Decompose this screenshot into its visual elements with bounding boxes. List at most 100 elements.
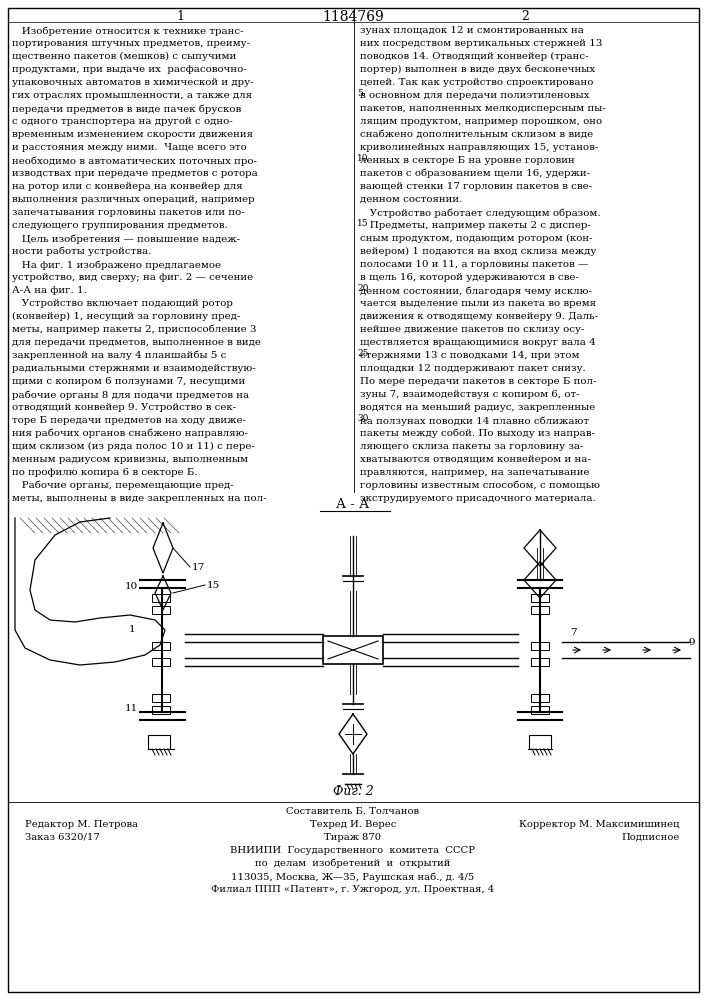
Bar	[152, 694, 170, 702]
Text: лящим продуктом, например порошком, оно: лящим продуктом, например порошком, оно	[360, 117, 602, 126]
Text: цепей. Так как устройство спроектировано: цепей. Так как устройство спроектировано	[360, 78, 593, 87]
Text: полосами 10 и 11, а горловины пакетов —: полосами 10 и 11, а горловины пакетов —	[360, 260, 588, 269]
Text: Составитель Б. Толчанов: Составитель Б. Толчанов	[286, 807, 419, 816]
Text: зуны 7, взаимодействуя с копиром 6, от-: зуны 7, взаимодействуя с копиром 6, от-	[360, 390, 580, 399]
Text: для передачи предметов, выполненное в виде: для передачи предметов, выполненное в ви…	[12, 338, 261, 347]
Text: снабжено дополнительным склизом в виде: снабжено дополнительным склизом в виде	[360, 130, 593, 139]
Text: ществляется вращающимися вокруг вала 4: ществляется вращающимися вокруг вала 4	[360, 338, 596, 347]
Text: (конвейер) 1, несущий за горловину пред-: (конвейер) 1, несущий за горловину пред-	[12, 312, 240, 321]
Text: упаковочных автоматов в химической и дру-: упаковочных автоматов в химической и дру…	[12, 78, 254, 87]
Text: экструдируемого присадочного материала.: экструдируемого присадочного материала.	[360, 494, 596, 503]
Text: пакетов, наполненных мелкодисперсным пы-: пакетов, наполненных мелкодисперсным пы-	[360, 104, 606, 113]
Text: 20: 20	[357, 284, 368, 293]
Text: Предметы, например пакеты 2 с диспер-: Предметы, например пакеты 2 с диспер-	[360, 221, 591, 230]
Text: портер) выполнен в виде двух бесконечных: портер) выполнен в виде двух бесконечных	[360, 65, 595, 75]
Text: стержнями 13 с поводками 14, при этом: стержнями 13 с поводками 14, при этом	[360, 351, 580, 360]
Text: движения к отводящему конвейеру 9. Даль-: движения к отводящему конвейеру 9. Даль-	[360, 312, 598, 321]
Text: щественно пакетов (мешков) с сыпучими: щественно пакетов (мешков) с сыпучими	[12, 52, 236, 61]
Text: правляются, например, на запечатывание: правляются, например, на запечатывание	[360, 468, 590, 477]
Text: продуктами, при выдаче их  расфасовочно-: продуктами, при выдаче их расфасовочно-	[12, 65, 247, 74]
Text: Заказ 6320/17: Заказ 6320/17	[25, 833, 100, 842]
Bar	[531, 642, 549, 650]
Text: 17: 17	[192, 563, 205, 572]
Text: с одного транспортера на другой с одно-: с одного транспортера на другой с одно-	[12, 117, 233, 126]
Text: Филиал ППП «Патент», г. Ужгород, ул. Проектная, 4: Филиал ППП «Патент», г. Ужгород, ул. Про…	[211, 885, 495, 894]
Text: криволинейных направляющих 15, установ-: криволинейных направляющих 15, установ-	[360, 143, 598, 152]
Text: пакеты между собой. По выходу из направ-: пакеты между собой. По выходу из направ-	[360, 429, 595, 438]
Text: пакетов с образованием щели 16, удержи-: пакетов с образованием щели 16, удержи-	[360, 169, 590, 178]
Bar	[152, 594, 170, 602]
Text: ния рабочих органов снабжено направляю-: ния рабочих органов снабжено направляю-	[12, 429, 248, 438]
Text: выполнения различных операций, например: выполнения различных операций, например	[12, 195, 255, 204]
Text: гих отраслях промышленности, а также для: гих отраслях промышленности, а также для	[12, 91, 252, 100]
Text: 5: 5	[357, 89, 363, 98]
Text: необходимо в автоматических поточных про-: необходимо в автоматических поточных про…	[12, 156, 257, 165]
Text: Цель изобретения — повышение надеж-: Цель изобретения — повышение надеж-	[12, 234, 240, 243]
Text: Изобретение относится к технике транс-: Изобретение относится к технике транс-	[12, 26, 244, 35]
Bar	[152, 642, 170, 650]
Text: зунах площадок 12 и смонтированных на: зунах площадок 12 и смонтированных на	[360, 26, 584, 35]
Bar	[531, 594, 549, 602]
Text: По мере передачи пакетов в секторе Б пол-: По мере передачи пакетов в секторе Б пол…	[360, 377, 597, 386]
Text: по  делам  изобретений  и  открытий: по делам изобретений и открытий	[255, 859, 450, 868]
Text: меты, выполнены в виде закрепленных на пол-: меты, выполнены в виде закрепленных на п…	[12, 494, 267, 503]
Text: Фиг. 2: Фиг. 2	[332, 785, 373, 798]
Text: по профилю копира 6 в секторе Б.: по профилю копира 6 в секторе Б.	[12, 468, 198, 477]
Text: 9: 9	[689, 638, 695, 647]
Text: вающей стенки 17 горловин пакетов в све-: вающей стенки 17 горловин пакетов в све-	[360, 182, 592, 191]
Text: щим склизом (из ряда полос 10 и 11) с пере-: щим склизом (из ряда полос 10 и 11) с пе…	[12, 442, 255, 451]
Text: поводков 14. Отводящий конвейер (транс-: поводков 14. Отводящий конвейер (транс-	[360, 52, 589, 61]
Text: Техред И. Верес: Техред И. Верес	[310, 820, 396, 829]
Text: радиальными стержнями и взаимодействую-: радиальными стержнями и взаимодействую-	[12, 364, 256, 373]
Bar	[152, 658, 170, 666]
Text: 10: 10	[357, 154, 368, 163]
Text: в основном для передачи полиэтиленовых: в основном для передачи полиэтиленовых	[360, 91, 590, 100]
Text: 30: 30	[357, 414, 368, 423]
Text: хватываются отводящим конвейером и на-: хватываются отводящим конвейером и на-	[360, 455, 591, 464]
Text: площадки 12 поддерживают пакет снизу.: площадки 12 поддерживают пакет снизу.	[360, 364, 586, 373]
Bar	[531, 606, 549, 614]
Text: отводящий конвейер 9. Устройство в сек-: отводящий конвейер 9. Устройство в сек-	[12, 403, 236, 412]
Text: 113035, Москва, Ж—35, Раушская наб., д. 4/5: 113035, Москва, Ж—35, Раушская наб., д. …	[231, 872, 474, 882]
Text: Рабочие органы, перемещающие пред-: Рабочие органы, перемещающие пред-	[12, 481, 234, 490]
Text: А-А на фиг. 1.: А-А на фиг. 1.	[12, 286, 87, 295]
Text: горловины известным способом, с помощью: горловины известным способом, с помощью	[360, 481, 600, 490]
Text: 10: 10	[124, 582, 138, 591]
Text: вейером) 1 подаются на вход склиза между: вейером) 1 подаются на вход склиза между	[360, 247, 597, 256]
Bar	[531, 658, 549, 666]
Text: и расстояния между ними.  Чаще всего это: и расстояния между ними. Чаще всего это	[12, 143, 247, 152]
Text: ВНИИПИ  Государственного  комитета  СССР: ВНИИПИ Государственного комитета СССР	[230, 846, 476, 855]
Bar	[148, 735, 170, 749]
Bar	[531, 694, 549, 702]
Text: денном состоянии, благодаря чему исклю-: денном состоянии, благодаря чему исклю-	[360, 286, 592, 296]
Text: А - А: А - А	[337, 498, 370, 511]
Text: на ползунах поводки 14 плавно сближают: на ползунах поводки 14 плавно сближают	[360, 416, 589, 426]
Text: 1: 1	[129, 625, 135, 634]
Text: 25: 25	[357, 349, 368, 358]
Text: ности работы устройства.: ности работы устройства.	[12, 247, 151, 256]
Text: изводствах при передаче предметов с ротора: изводствах при передаче предметов с рото…	[12, 169, 258, 178]
Text: в щель 16, которой удерживаются в све-: в щель 16, которой удерживаются в све-	[360, 273, 579, 282]
Text: 15: 15	[207, 581, 221, 590]
Text: сным продуктом, подающим ротором (кон-: сным продуктом, подающим ротором (кон-	[360, 234, 592, 243]
Text: 1184769: 1184769	[322, 10, 384, 24]
Bar	[323, 636, 383, 664]
Bar	[152, 706, 170, 714]
Text: Устройство включает подающий ротор: Устройство включает подающий ротор	[12, 299, 233, 308]
Text: щими с копиром 6 ползунами 7, несущими: щими с копиром 6 ползунами 7, несущими	[12, 377, 245, 386]
Text: Корректор М. Максимишинец: Корректор М. Максимишинец	[520, 820, 680, 829]
Text: На фиг. 1 изображено предлагаемое: На фиг. 1 изображено предлагаемое	[12, 260, 221, 269]
Text: 1: 1	[176, 10, 184, 23]
Text: менным радиусом кривизны, выполненным: менным радиусом кривизны, выполненным	[12, 455, 248, 464]
Bar	[531, 706, 549, 714]
Text: меты, например пакеты 2, приспособление 3: меты, например пакеты 2, приспособление …	[12, 325, 257, 334]
Text: 7: 7	[570, 628, 577, 637]
Text: Устройство работает следующим образом.: Устройство работает следующим образом.	[360, 208, 601, 218]
Text: временным изменением скорости движения: временным изменением скорости движения	[12, 130, 253, 139]
Text: передачи предметов в виде пачек брусков: передачи предметов в виде пачек брусков	[12, 104, 241, 113]
Text: 11: 11	[124, 704, 138, 713]
Bar	[152, 606, 170, 614]
Text: закрепленной на валу 4 планшайбы 5 с: закрепленной на валу 4 планшайбы 5 с	[12, 351, 226, 360]
Text: устройство, вид сверху; на фиг. 2 — сечение: устройство, вид сверху; на фиг. 2 — сече…	[12, 273, 253, 282]
Text: следующего группирования предметов.: следующего группирования предметов.	[12, 221, 228, 230]
